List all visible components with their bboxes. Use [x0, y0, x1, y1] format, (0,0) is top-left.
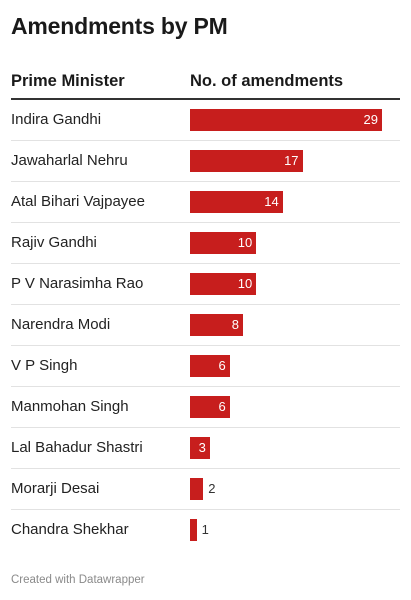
bar-value-label: 14 [264, 194, 279, 209]
row-label: V P Singh [11, 357, 78, 374]
row-label: Manmohan Singh [11, 398, 129, 415]
row-label: Chandra Shekhar [11, 521, 129, 538]
table-row: Manmohan Singh 6 [11, 387, 400, 428]
table-body: Indira Gandhi 29 Jawaharlal Nehru 17 Atal Bi… [11, 100, 400, 551]
table-row: V P Singh 6 [11, 346, 400, 387]
row-label: P V Narasimha Rao [11, 275, 144, 292]
bar [190, 150, 303, 172]
bar [190, 109, 382, 131]
bar-track: 6 [190, 355, 382, 377]
bar-track: 10 [190, 273, 382, 295]
chart-title: Amendments by PM [11, 13, 228, 39]
bar-value-label: 3 [198, 440, 206, 455]
bar-value-label: 10 [237, 235, 253, 250]
bar [190, 273, 257, 295]
bar [190, 437, 210, 459]
table-row: Chandra Shekhar 1 [11, 510, 400, 551]
column-header-amendments: No. of amendments [190, 72, 344, 90]
bar [190, 314, 243, 336]
bar-value-label: 29 [363, 112, 378, 127]
bar-track: 10 [190, 232, 382, 254]
bar-track: 2 [190, 478, 382, 500]
bar-value-label: 17 [284, 153, 299, 168]
bar-track: 14 [190, 191, 382, 213]
bar-value-label: 1 [201, 522, 209, 537]
bar [190, 478, 204, 500]
row-label: Jawaharlal Nehru [11, 152, 128, 169]
row-label: Lal Bahadur Shastri [11, 439, 143, 456]
bar-track: 29 [190, 109, 382, 131]
bar-track: 8 [190, 314, 382, 336]
table-row: Jawaharlal Nehru 17 [11, 141, 400, 182]
bar-value-label: 8 [231, 317, 239, 332]
bar-value-label: 6 [218, 399, 226, 414]
row-label: Narendra Modi [11, 316, 111, 333]
bar-track: 6 [190, 396, 382, 418]
bar [190, 355, 230, 377]
footer-credit: Created with Datawrapper [11, 574, 145, 586]
table-header: Prime Minister No. of amendments [11, 64, 400, 100]
table-row: Atal Bihari Vajpayee 14 [11, 182, 400, 223]
table-row: Rajiv Gandhi 10 [11, 223, 400, 264]
table-row: Narendra Modi 8 [11, 305, 400, 346]
row-label: Rajiv Gandhi [11, 234, 97, 251]
bar [190, 396, 230, 418]
row-label: Morarji Desai [11, 480, 100, 497]
bar-track: 1 [190, 519, 382, 541]
table-row: Indira Gandhi 29 [11, 100, 400, 141]
table-row: Lal Bahadur Shastri 3 [11, 428, 400, 469]
bar-track: 17 [190, 150, 382, 172]
bar [190, 232, 257, 254]
bar-value-label: 10 [237, 276, 253, 291]
table-row: Morarji Desai 2 [11, 469, 400, 510]
bar [190, 519, 197, 541]
bar-table: Prime Minister No. of amendments Indira … [11, 64, 400, 551]
bar-track: 3 [190, 437, 382, 459]
bar [190, 191, 283, 213]
bar-value-label: 2 [208, 481, 216, 496]
table-row: P V Narasimha Rao 10 [11, 264, 400, 305]
bar-value-label: 6 [218, 358, 226, 373]
row-label: Indira Gandhi [11, 111, 102, 128]
column-header-prime-minister: Prime Minister [11, 72, 125, 90]
row-label: Atal Bihari Vajpayee [11, 193, 145, 210]
